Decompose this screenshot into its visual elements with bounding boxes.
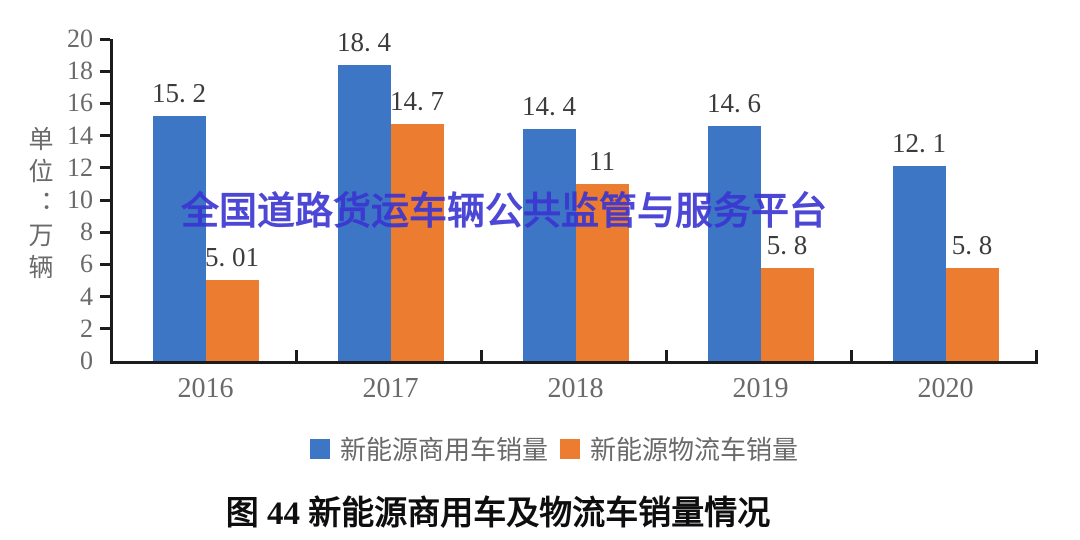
bar-value-label: 5. 8	[766, 229, 808, 260]
y-axis-tick	[100, 166, 110, 170]
bar-logistics	[205, 280, 259, 361]
chart-legend: 新能源商用车销量 新能源物流车销量	[14, 430, 1080, 467]
legend-label-commercial: 新能源商用车销量	[339, 436, 548, 465]
x-axis-tick	[1035, 350, 1038, 361]
bar-logistics	[390, 124, 444, 361]
x-axis-category-label: 2016	[177, 373, 234, 404]
y-axis-tick-label: 18	[67, 56, 93, 86]
bar-value-label: 11	[589, 145, 615, 176]
bar-value-label: 5. 8	[951, 229, 993, 260]
plot-area: 0 2 4 6 8 10 12 14 16 18 20 15. 2 5. 01 2016 18. 4 14. …	[67, 24, 1038, 404]
y-axis-tick-label: 14	[67, 120, 93, 150]
x-axis-category-label: 2018	[547, 373, 604, 404]
legend-swatch-blue-icon	[309, 438, 330, 459]
y-axis-tick	[100, 134, 110, 138]
bar-commercial	[152, 116, 206, 361]
y-axis-tick-label: 10	[67, 185, 93, 214]
x-axis-category-label: 2017	[362, 373, 419, 404]
bar-logistics	[575, 183, 629, 361]
y-axis-tick-label: 16	[67, 88, 93, 118]
bar-value-label: 5. 01	[205, 242, 259, 273]
y-axis-tick-label: 8	[80, 217, 93, 247]
x-axis-category-label: 2020	[917, 373, 974, 404]
y-axis-unit-label: 单位：万辆	[25, 126, 52, 286]
bar-logistics	[945, 267, 999, 361]
bar-value-label: 18. 4	[337, 26, 391, 57]
bar-commercial	[707, 125, 761, 361]
x-axis-tick	[480, 350, 483, 361]
legend-label-logistics: 新能源物流车销量	[590, 436, 799, 465]
y-axis-tick	[100, 37, 110, 41]
y-axis-tick	[100, 198, 110, 202]
y-axis-tick	[100, 262, 110, 266]
bar-value-label: 14. 4	[522, 91, 576, 122]
x-axis-tick	[295, 350, 298, 361]
watermark-text: 全国道路货运车辆公共监管与服务平台	[181, 191, 828, 233]
y-axis-tick	[100, 295, 110, 299]
bar-value-label: 14. 6	[707, 87, 761, 118]
legend-item-logistics: 新能源物流车销量	[560, 430, 798, 467]
y-axis-tick-label: 20	[67, 24, 93, 53]
bar-value-label: 14. 7	[390, 86, 444, 117]
figure-caption: 图 44 新能源商用车及物流车销量情况	[225, 496, 771, 532]
x-axis-category-label: 2019	[732, 373, 789, 404]
bar-commercial	[892, 166, 946, 361]
legend-swatch-orange-icon	[560, 438, 580, 459]
x-axis-tick	[850, 350, 853, 361]
y-axis-tick	[100, 230, 110, 234]
y-axis-tick-label: 6	[80, 249, 93, 279]
y-axis-tick-label: 0	[80, 346, 93, 375]
y-axis-tick-label: 12	[67, 152, 93, 182]
bar-commercial	[522, 129, 576, 361]
bar-value-label: 12. 1	[892, 128, 946, 159]
bar-value-label: 15. 2	[152, 78, 206, 109]
y-axis-tick-label: 4	[80, 281, 93, 311]
y-axis-tick-label: 2	[80, 313, 93, 343]
bar-commercial	[337, 64, 391, 361]
y-axis-tick	[100, 101, 110, 105]
bar-logistics	[760, 267, 814, 361]
y-axis-tick	[100, 327, 110, 331]
legend-item-commercial: 新能源商用车销量	[309, 430, 548, 467]
x-axis-tick	[665, 350, 668, 361]
y-axis-tick	[100, 69, 110, 73]
